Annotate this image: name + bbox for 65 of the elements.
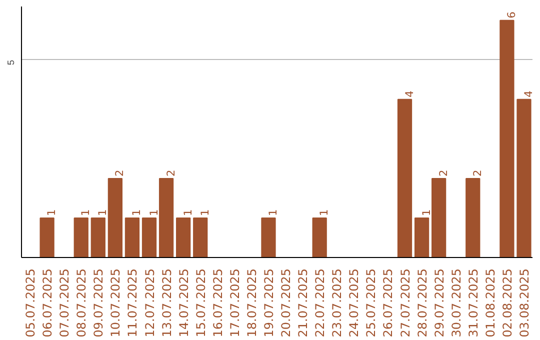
x-tick-label: 24.07.2025 [347, 268, 362, 338]
x-tick-label: 27.07.2025 [398, 268, 412, 338]
bar [466, 178, 480, 258]
bar [312, 217, 327, 258]
x-tick-label: 31.07.2025 [466, 268, 480, 338]
x-tick-label: 20.07.2025 [279, 268, 294, 338]
x-tick-label: 30.07.2025 [449, 268, 464, 338]
data-label: 2 [470, 170, 484, 176]
bar [500, 20, 514, 258]
y-tick-label: 5 [6, 60, 16, 66]
x-tick-label: 14.07.2025 [176, 268, 191, 338]
x-tick-label: 06.07.2025 [40, 268, 55, 338]
x-tick-label: 09.07.2025 [92, 268, 106, 338]
data-label: 4 [522, 90, 535, 98]
x-tick-label: 01.08.2025 [483, 268, 498, 338]
bar [124, 217, 140, 258]
data-label: 2 [113, 170, 126, 176]
x-tick-label: 16.07.2025 [210, 268, 225, 338]
data-label: 4 [402, 90, 416, 98]
data-label: 1 [198, 209, 212, 216]
x-tick-label: 26.07.2025 [381, 268, 396, 338]
data-label: 2 [164, 170, 178, 176]
data-label: 1 [420, 209, 433, 216]
data-label: 1 [318, 209, 331, 216]
x-tick-label: 18.07.2025 [244, 268, 259, 338]
x-tick-label: 23.07.2025 [330, 268, 344, 338]
data-label: 1 [130, 209, 144, 216]
x-tick-label: 05.07.2025 [24, 268, 38, 338]
x-tick-label: 28.07.2025 [415, 268, 430, 338]
bar [261, 217, 276, 258]
bar [90, 217, 106, 258]
x-tick-label: 07.07.2025 [58, 268, 72, 338]
data-label: 6 [504, 11, 518, 18]
bar [142, 217, 157, 258]
bar [108, 178, 122, 258]
x-tick-label: 21.07.2025 [296, 268, 310, 338]
x-tick-label: 11.07.2025 [126, 268, 140, 338]
x-tick-label: 13.07.2025 [160, 268, 174, 338]
x-tick-label: 17.07.2025 [228, 268, 242, 338]
x-tick-label: 02.08.2025 [500, 268, 514, 338]
x-tick-label: 10.07.2025 [108, 268, 123, 338]
data-label: 1 [45, 209, 58, 216]
data-label: 1 [181, 209, 194, 216]
bar [516, 98, 532, 258]
data-label: 1 [147, 209, 160, 216]
x-tick-label: 22.07.2025 [313, 268, 328, 338]
bar [40, 217, 54, 258]
x-tick-label: 15.07.2025 [194, 268, 208, 338]
data-label: 1 [96, 209, 110, 216]
bar [432, 178, 446, 258]
data-label: 1 [266, 209, 280, 216]
data-label: 2 [436, 170, 450, 176]
data-label: 1 [79, 209, 92, 216]
bar [193, 217, 208, 258]
x-tick-label: 08.07.2025 [74, 268, 89, 338]
bar [74, 217, 88, 258]
x-tick-label: 25.07.2025 [364, 268, 378, 338]
bar [414, 217, 430, 258]
x-tick-label: 19.07.2025 [262, 268, 276, 338]
bar [397, 98, 412, 258]
bar [158, 178, 174, 258]
x-tick-label: 29.07.2025 [432, 268, 446, 338]
bar [176, 217, 191, 258]
x-tick-label: 03.08.2025 [517, 268, 532, 338]
x-tick-label: 12.07.2025 [142, 268, 157, 338]
